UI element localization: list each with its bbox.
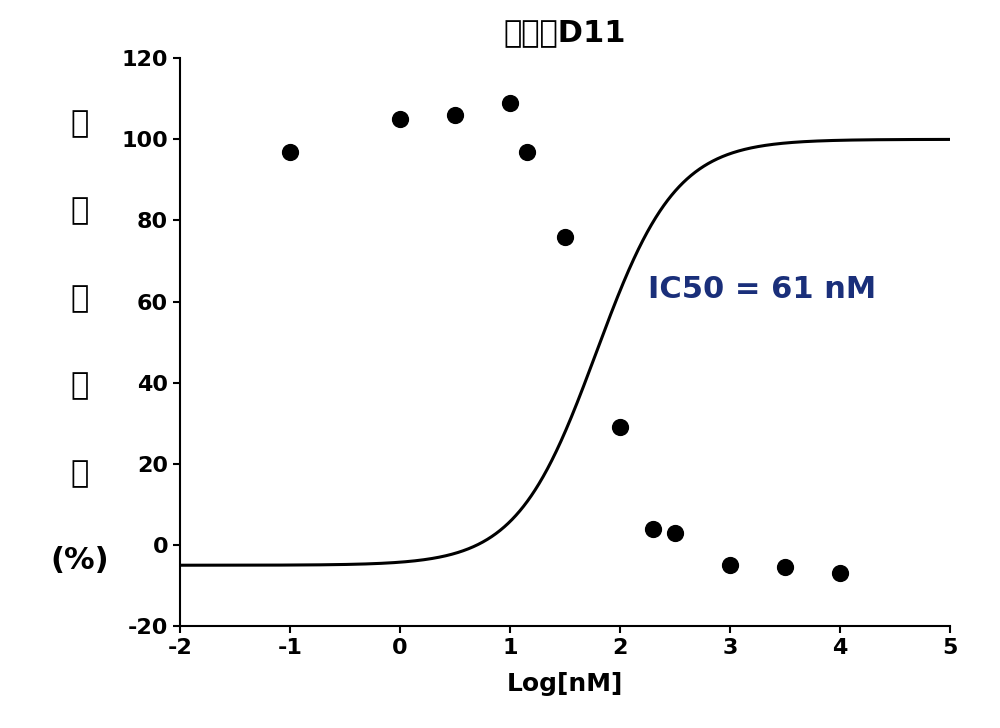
X-axis label: Log[nM]: Log[nM] [507,672,623,696]
Point [612,422,628,433]
Text: IC50 = 61 nM: IC50 = 61 nM [648,275,876,304]
Point [518,146,534,157]
Point [502,97,518,108]
Point [282,146,298,157]
Point [777,561,793,573]
Point [832,568,848,579]
Point [557,231,573,242]
Point [645,523,661,534]
Title: 化合物D11: 化合物D11 [504,19,626,47]
Text: (%): (%) [51,546,109,575]
Point [392,114,408,125]
Point [667,527,683,539]
Point [447,109,463,121]
Point [722,559,738,571]
Text: 光: 光 [71,197,89,226]
Text: 信: 信 [71,284,89,313]
Text: 号: 号 [71,371,89,400]
Text: 荧: 荧 [71,109,89,138]
Text: 值: 值 [71,459,89,488]
